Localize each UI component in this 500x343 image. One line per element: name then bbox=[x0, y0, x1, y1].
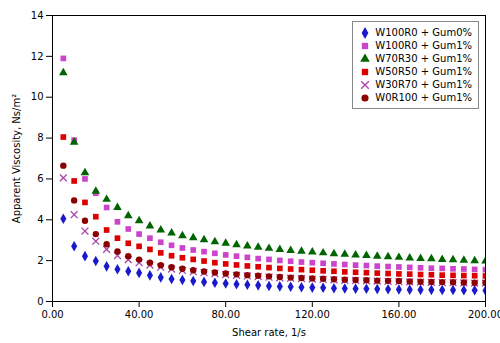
svg-text:8: 8 bbox=[37, 132, 43, 143]
svg-text:10: 10 bbox=[31, 91, 44, 102]
svg-text:160.00: 160.00 bbox=[381, 309, 416, 320]
html-text:W0R100 + Gum1%: W0R100 + Gum1% bbox=[375, 92, 472, 103]
svg-text:12: 12 bbox=[31, 51, 44, 62]
html-text:W30R70 + Gum1%: W30R70 + Gum1% bbox=[375, 79, 472, 90]
svg-text:Apparent Viscosity, Ns/m²: Apparent Viscosity, Ns/m² bbox=[11, 94, 22, 223]
svg-text:120.00: 120.00 bbox=[295, 309, 330, 320]
svg-text:0.00: 0.00 bbox=[41, 309, 63, 320]
svg-text:4: 4 bbox=[37, 214, 43, 225]
svg-text:80.00: 80.00 bbox=[211, 309, 240, 320]
svg-text:200.00: 200.00 bbox=[468, 309, 500, 320]
html-text:W100R0 + Gum1%: W100R0 + Gum1% bbox=[375, 40, 472, 51]
svg-text:Shear rate, 1/s: Shear rate, 1/s bbox=[232, 327, 306, 338]
svg-text:0: 0 bbox=[37, 296, 43, 307]
svg-text:6: 6 bbox=[37, 173, 43, 184]
html-text:W50R50 + Gum1%: W50R50 + Gum1% bbox=[375, 66, 472, 77]
html-text:W100R0 + Gum0%: W100R0 + Gum0% bbox=[375, 27, 472, 38]
svg-text:14: 14 bbox=[31, 10, 44, 21]
html-text:W70R30 + Gum1%: W70R30 + Gum1% bbox=[375, 53, 472, 64]
svg-text:40.00: 40.00 bbox=[125, 309, 154, 320]
svg-text:2: 2 bbox=[37, 255, 43, 266]
